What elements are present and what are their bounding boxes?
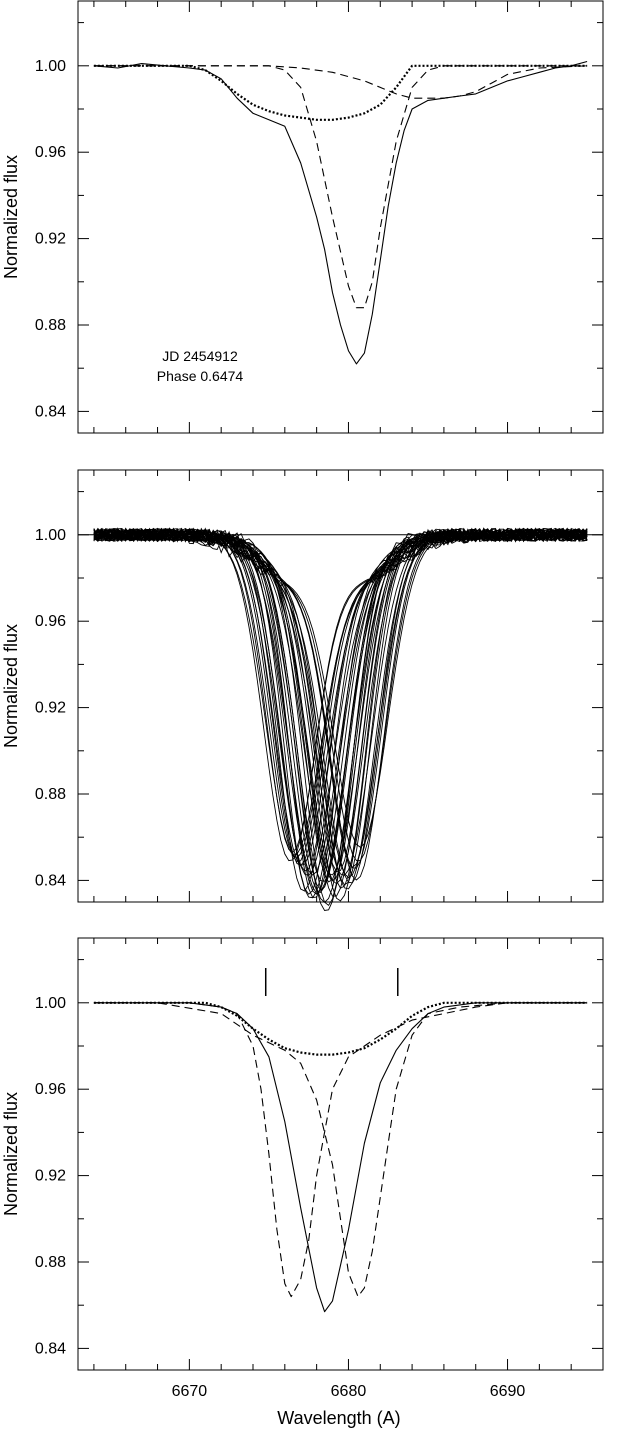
profile-line — [93, 528, 588, 895]
profile-line — [93, 527, 588, 894]
series-dashed-line — [93, 1002, 588, 1298]
y-tick-label: 0.88 — [35, 317, 66, 334]
profile-line — [93, 527, 588, 891]
profile-line — [93, 527, 588, 873]
y-tick-label: 0.92 — [35, 1168, 66, 1185]
y-tick-label: 1.00 — [35, 995, 66, 1012]
profile-line — [93, 527, 588, 890]
series-dotted-line — [93, 1001, 588, 1056]
y-tick-label: 0.96 — [35, 144, 66, 161]
profile-line — [93, 527, 588, 892]
panel-bottom: 0.84 0.88 0.92 0.96 1.00 6670 6680 6690 Normaliz… — [1, 937, 604, 1400]
x-tick-label: 6680 — [331, 1383, 367, 1400]
series-dotted-line — [93, 64, 588, 121]
series-solid-line — [93, 60, 588, 365]
y-tick-label: 0.96 — [35, 1081, 66, 1098]
panel-top: 0.84 0.88 0.92 0.96 1.00 Normalized flux JD 24… — [1, 0, 604, 434]
profile-line — [93, 528, 588, 893]
y-tick-label: 0.92 — [35, 700, 66, 717]
profile-line — [93, 527, 588, 895]
y-tick-label: 0.84 — [35, 872, 66, 889]
profile-line — [93, 527, 588, 869]
y-tick-label: 0.88 — [35, 1254, 66, 1271]
profile-line — [93, 527, 588, 872]
y-axis-title: Normalized flux — [1, 155, 21, 279]
profile-line — [93, 527, 588, 869]
plot-frame — [77, 469, 604, 903]
y-tick-label: 0.84 — [35, 403, 66, 420]
y-tick-label: 0.96 — [35, 613, 66, 630]
x-tick-label: 6690 — [490, 1383, 526, 1400]
plot-frame — [77, 0, 604, 434]
julian-date-label: JD 2454912 — [162, 348, 238, 364]
panel-middle: 0.84 0.88 0.92 0.96 1.00 Normalized flux — [1, 469, 604, 911]
plot-frame — [77, 937, 604, 1371]
y-axis-title: Normalized flux — [1, 624, 21, 748]
phase-label: Phase 0.6474 — [157, 368, 244, 384]
y-tick-label: 1.00 — [35, 58, 66, 75]
y-tick-label: 0.88 — [35, 786, 66, 803]
series-solid-line — [93, 1002, 588, 1313]
profile-line — [93, 528, 588, 889]
series-dashed-line — [93, 65, 588, 99]
y-tick-label: 0.92 — [35, 231, 66, 248]
series-dashed-line — [93, 1002, 588, 1298]
profile-line — [93, 527, 588, 859]
profile-line — [93, 527, 588, 848]
y-tick-label: 1.00 — [35, 527, 66, 544]
series-dashed-line — [93, 65, 588, 309]
profile-line — [93, 527, 588, 911]
y-tick-label: 0.84 — [35, 1340, 66, 1357]
x-tick-label: 6670 — [172, 1383, 208, 1400]
x-axis-title: Wavelength (A) — [277, 1408, 400, 1428]
y-axis-title: Normalized flux — [1, 1092, 21, 1216]
